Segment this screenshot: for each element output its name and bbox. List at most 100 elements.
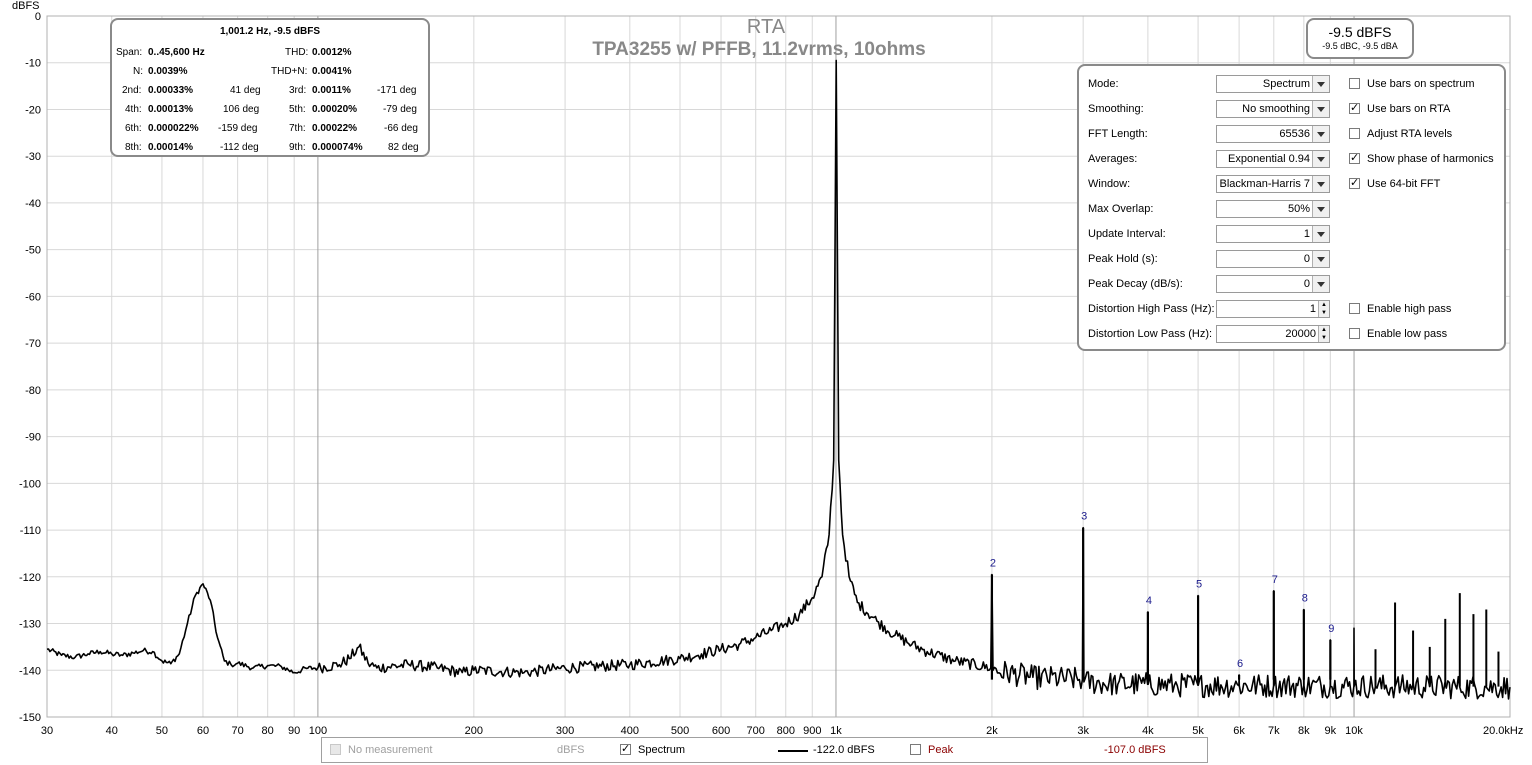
x-tick-label: 5k xyxy=(1192,725,1204,737)
x-tick-label: 1k xyxy=(830,725,842,737)
harmonic-label: 6 xyxy=(1237,658,1243,670)
chevron-down-icon[interactable] xyxy=(1312,251,1329,267)
chevron-down-icon[interactable] xyxy=(1312,151,1329,167)
checkbox-checked-icon[interactable]: ✓ xyxy=(1349,151,1360,164)
spinner-arrows-icon[interactable]: ▲ ▼ xyxy=(1318,301,1329,317)
high-pass-value: 1 xyxy=(1309,303,1316,315)
h3-phase: -171 deg xyxy=(377,85,417,96)
h7-phase: -66 deg xyxy=(384,123,418,134)
adjust-rta-checkbox[interactable]: Adjust RTA levels xyxy=(1349,124,1452,144)
span-label: Span: xyxy=(116,47,143,58)
mode-select[interactable]: Spectrum xyxy=(1216,75,1330,93)
bars-on-rta-checkbox[interactable]: ✓ Use bars on RTA xyxy=(1349,99,1450,119)
y-tick-label: -110 xyxy=(20,525,41,537)
h2-label: 2nd: xyxy=(122,85,142,96)
h7-label: 7th: xyxy=(289,123,306,134)
y-tick-label: -30 xyxy=(25,151,41,163)
chevron-down-icon[interactable] xyxy=(1312,126,1329,142)
peak-decay-label: Peak Decay (dB/s): xyxy=(1088,278,1183,290)
checkbox-checked-icon[interactable]: ✓ xyxy=(620,742,631,755)
harmonic-label: 9 xyxy=(1328,623,1334,635)
fft-length-select[interactable]: 65536 xyxy=(1216,125,1330,143)
h3-value: 0.0011% xyxy=(312,85,351,96)
window-label: Window: xyxy=(1088,178,1131,190)
overlap-select[interactable]: 50% xyxy=(1216,200,1330,218)
checkbox-unchecked-icon[interactable] xyxy=(1349,77,1360,89)
x-tick-label: 60 xyxy=(197,725,209,737)
h8-label: 8th: xyxy=(125,142,142,153)
adjust-rta-label: Adjust RTA levels xyxy=(1367,128,1453,140)
distortion-header: 1,001.2 Hz, -9.5 dBFS xyxy=(219,26,321,37)
x-tick-label: 300 xyxy=(556,725,574,737)
window-select[interactable]: Blackman-Harris 7 xyxy=(1216,175,1330,193)
peak-hold-value: 0 xyxy=(1303,253,1310,265)
use-64bit-checkbox[interactable]: ✓ Use 64-bit FFT xyxy=(1349,174,1440,194)
no-measurement-item[interactable]: No measurement xyxy=(330,743,432,756)
legend-bar: No measurement dBFS ✓ Spectrum -122.0 dBF… xyxy=(321,737,1208,763)
y-tick-label: -50 xyxy=(25,245,41,257)
peak-decay-select[interactable]: 0 xyxy=(1216,275,1330,293)
low-pass-spinner[interactable]: 20000 ▲ ▼ xyxy=(1216,325,1330,343)
h6-label: 6th: xyxy=(125,123,142,134)
h9-phase: 82 deg xyxy=(388,142,419,153)
y-tick-label: -40 xyxy=(25,198,41,210)
x-tick-label: 200 xyxy=(465,725,483,737)
chevron-down-icon[interactable] xyxy=(1312,276,1329,292)
bars-on-spectrum-checkbox[interactable]: Use bars on spectrum xyxy=(1349,74,1475,94)
x-tick-label: 600 xyxy=(712,725,730,737)
h4-value: 0.00013% xyxy=(148,104,194,115)
harmonic-labels: 2 3 4 5 6 7 8 9 xyxy=(990,511,1334,680)
smoothing-value: No smoothing xyxy=(1242,103,1310,115)
checkbox-checked-icon[interactable]: ✓ xyxy=(1349,101,1360,114)
extra-spurs xyxy=(1374,593,1500,687)
chevron-down-icon[interactable] xyxy=(1312,76,1329,92)
span-value: 0..45,600 Hz xyxy=(148,47,205,58)
chevron-down-icon[interactable] xyxy=(1312,226,1329,242)
harmonic-label: 3 xyxy=(1081,511,1087,523)
y-tick-label: -70 xyxy=(25,338,41,350)
checkbox-unchecked-icon[interactable] xyxy=(1349,327,1360,339)
checkbox-unchecked-icon[interactable] xyxy=(1349,302,1360,314)
h5-label: 5th: xyxy=(289,104,306,115)
x-tick-label: 70 xyxy=(232,725,244,737)
checkbox-checked-icon[interactable]: ✓ xyxy=(1349,176,1360,189)
h7-value: 0.00022% xyxy=(312,123,358,134)
y-tick-label: -90 xyxy=(25,432,41,444)
use-64bit-label: Use 64-bit FFT xyxy=(1367,178,1441,190)
checkbox-unchecked-icon[interactable] xyxy=(1349,127,1360,139)
h3-label: 3rd: xyxy=(289,85,307,96)
y-tick-label: -10 xyxy=(25,58,41,70)
spinner-arrows-icon[interactable]: ▲ ▼ xyxy=(1318,326,1329,342)
chevron-down-icon[interactable] xyxy=(1312,176,1329,192)
x-tick-label: 400 xyxy=(621,725,639,737)
peak-hold-select[interactable]: 0 xyxy=(1216,250,1330,268)
harmonic-label: 5 xyxy=(1196,578,1202,590)
show-phase-checkbox[interactable]: ✓ Show phase of harmonics xyxy=(1349,149,1494,169)
settings-panel: Mode: Spectrum Smoothing: No smoothing F… xyxy=(1077,64,1506,351)
high-pass-label: Distortion High Pass (Hz): xyxy=(1088,303,1215,315)
spectrum-item[interactable]: ✓ Spectrum xyxy=(620,742,685,756)
bars-on-spectrum-label: Use bars on spectrum xyxy=(1367,78,1475,90)
update-interval-select[interactable]: 1 xyxy=(1216,225,1330,243)
chevron-down-icon[interactable] xyxy=(1312,101,1329,117)
peak-item[interactable]: Peak xyxy=(910,743,954,756)
peak-legend-label: Peak xyxy=(928,744,954,756)
peak-legend-value: -107.0 dBFS xyxy=(1104,744,1166,756)
plot-frame xyxy=(46,15,1511,718)
low-pass-value: 20000 xyxy=(1285,328,1316,340)
spectrum-line-swatch xyxy=(778,750,808,752)
checkbox-unchecked-icon[interactable] xyxy=(910,743,921,755)
chevron-down-icon[interactable] xyxy=(1312,201,1329,217)
high-pass-spinner[interactable]: 1 ▲ ▼ xyxy=(1216,300,1330,318)
enable-low-pass-checkbox[interactable]: Enable low pass xyxy=(1349,324,1447,344)
smoothing-select[interactable]: No smoothing xyxy=(1216,100,1330,118)
x-tick-label: 50 xyxy=(156,725,168,737)
averages-select[interactable]: Exponential 0.94 xyxy=(1216,150,1330,168)
checkbox-disabled-icon xyxy=(330,743,341,755)
enable-high-pass-checkbox[interactable]: Enable high pass xyxy=(1349,299,1451,319)
h5-value: 0.00020% xyxy=(312,104,358,115)
h5-phase: -79 deg xyxy=(383,104,417,115)
x-tick-label: 40 xyxy=(106,725,118,737)
h8-value: 0.00014% xyxy=(148,142,194,153)
